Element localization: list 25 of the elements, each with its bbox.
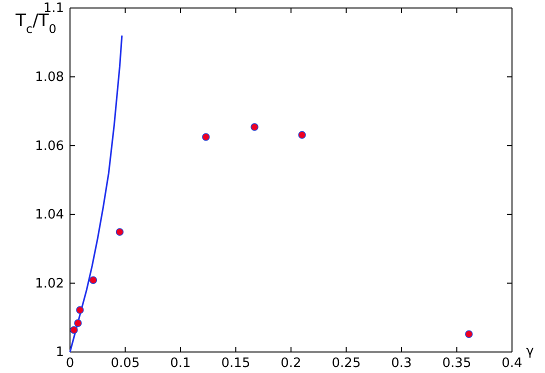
point xyxy=(465,330,473,338)
y-tick-label: 1 xyxy=(56,345,64,360)
y-tick-label: 1.08 xyxy=(35,70,64,85)
line-series xyxy=(69,34,123,353)
x-tick-label: 0.05 xyxy=(110,356,140,372)
y-tick-label: 1.04 xyxy=(35,208,64,223)
point xyxy=(202,133,210,141)
x-tick-label: 0.4 xyxy=(502,356,522,372)
y-tick-label: 1.02 xyxy=(35,276,64,292)
x-tick-label: 0.1 xyxy=(170,356,191,372)
x-tick-label: 0.25 xyxy=(332,356,361,372)
x-tick-label: 0.2 xyxy=(280,356,302,372)
point xyxy=(74,319,82,327)
x-tick-label: 0.35 xyxy=(442,356,472,372)
point xyxy=(298,131,306,139)
x-axis-title: γ xyxy=(526,344,534,359)
x-tick-label: 0 xyxy=(66,356,74,372)
x-tick-label: 0.3 xyxy=(391,356,412,372)
point xyxy=(76,306,84,314)
x-tick-label: 0.15 xyxy=(221,356,250,372)
point xyxy=(250,123,258,131)
point xyxy=(116,228,124,236)
y-tick-label: 1.06 xyxy=(35,138,64,154)
point xyxy=(70,326,78,334)
point xyxy=(89,276,98,284)
